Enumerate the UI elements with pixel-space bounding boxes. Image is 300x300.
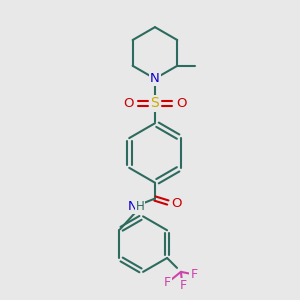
- Text: N: N: [150, 72, 160, 85]
- Text: F: F: [179, 279, 187, 292]
- Text: F: F: [164, 276, 171, 289]
- Text: O: O: [176, 97, 187, 110]
- Text: O: O: [172, 197, 182, 210]
- Text: O: O: [123, 97, 134, 110]
- Text: S: S: [151, 96, 159, 110]
- Text: F: F: [190, 268, 197, 281]
- Text: H: H: [136, 200, 145, 213]
- Text: N: N: [127, 200, 137, 213]
